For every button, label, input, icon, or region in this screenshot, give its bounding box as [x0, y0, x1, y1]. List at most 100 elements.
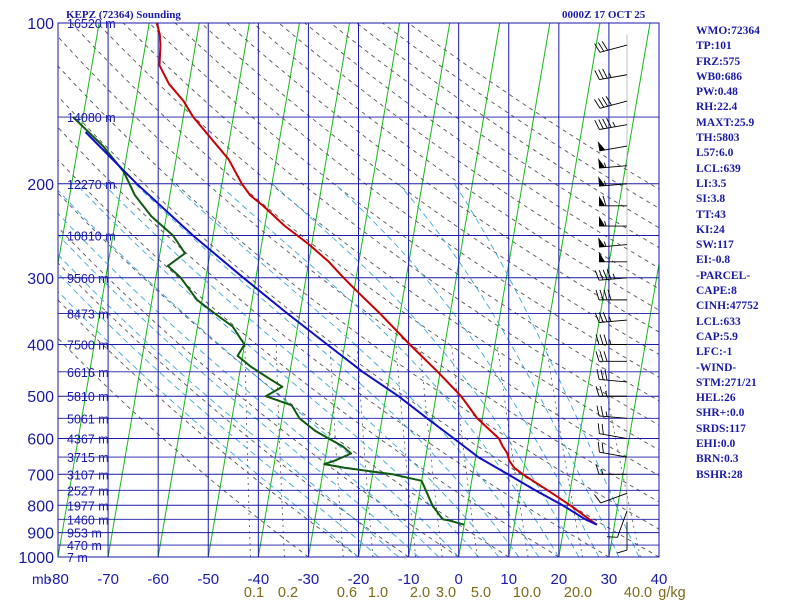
mixing-ratio-label: 20.0: [564, 585, 592, 600]
height-label: 4367 m: [67, 433, 109, 447]
isotherm: [307, 23, 401, 557]
moist-adiabat: [454, 183, 640, 557]
height-label: 10810 m: [67, 229, 116, 243]
barb-flag: [604, 369, 608, 381]
height-label: 7 m: [67, 551, 88, 565]
barb-half-flag: [603, 162, 607, 168]
barb-flag: [596, 369, 600, 380]
parcel-line: [84, 131, 598, 526]
isotherm: [257, 23, 351, 557]
wind-barb: [594, 68, 628, 81]
isotherm: [58, 23, 150, 557]
barb-half-flag: [604, 220, 607, 227]
barb-half-flag: [608, 316, 612, 322]
stat-line: MAXT:25.9: [696, 116, 755, 129]
barb-flag: [602, 195, 607, 206]
wind-barb: [616, 522, 628, 554]
height-label: 1460 m: [67, 513, 109, 527]
barb-staff: [599, 277, 628, 281]
pressure-tick-label: 700: [27, 467, 54, 484]
wind-barb: [599, 251, 627, 263]
pressure-tick-label: 500: [27, 389, 54, 406]
temperature-tick-label: -20: [348, 571, 370, 588]
barb-flag: [602, 311, 608, 322]
barb-flag: [600, 405, 604, 417]
temperature-tick-label: 10: [500, 571, 517, 588]
temperature-tick-label: -60: [147, 571, 169, 588]
barb-flag: [602, 118, 608, 129]
stat-line: EI:-0.8: [696, 254, 731, 267]
barb-flag: [595, 289, 600, 301]
height-label: 8473 m: [67, 308, 109, 322]
wind-barb: [597, 441, 628, 458]
wind-barb: [594, 269, 628, 281]
station-title: KEPZ (72364) Sounding: [66, 9, 181, 21]
wind-barb: [595, 386, 627, 397]
barb-flag: [606, 117, 612, 128]
barb-flag: [603, 289, 608, 301]
stat-line: TT:43: [696, 208, 726, 221]
barb-flag: [601, 41, 609, 51]
height-label: 16520 m: [67, 17, 116, 31]
barb-half-flag: [609, 339, 612, 345]
temperature-tick-label: -70: [97, 571, 119, 588]
barb-flag: [602, 269, 608, 280]
mixing-ratio-line: [244, 344, 251, 557]
isotherm: [358, 23, 451, 557]
barb-flag: [607, 289, 612, 301]
barb-pennant: [598, 158, 606, 169]
isotherm: [58, 23, 100, 267]
stat-line: WMO:72364: [696, 25, 760, 37]
mixing-ratio-line: [329, 344, 344, 557]
mixing-ratio-label: 1.0: [368, 585, 388, 600]
stat-line: RH:22.4: [696, 101, 738, 114]
stat-line: HEL:26: [696, 392, 736, 405]
wind-barb: [595, 334, 627, 345]
barb-flag: [599, 351, 604, 362]
stat-line: TH:5803: [696, 132, 740, 145]
barb-staff: [599, 124, 628, 130]
barb-staff: [599, 244, 628, 248]
barb-staff: [599, 319, 628, 323]
wind-barb: [595, 351, 627, 362]
barb-pennant: [599, 251, 605, 262]
moist-adiabat: [58, 272, 379, 557]
barb-half-flag: [603, 180, 607, 186]
mixing-ratio-line: [419, 344, 443, 557]
barb-flag: [599, 334, 604, 345]
pressure-tick-label: 100: [27, 16, 54, 33]
pressure-tick-label: 200: [27, 177, 54, 194]
isotherm: [458, 23, 551, 557]
stat-line: EHI:0.0: [696, 438, 736, 451]
stat-line: TP:101: [696, 40, 732, 53]
barb-flag: [598, 69, 604, 80]
mixing-ratio-label: 40.0: [624, 585, 652, 600]
barb-flag: [596, 405, 600, 417]
barb-half-flag: [603, 241, 607, 247]
barb-flag: [602, 68, 608, 79]
barb-flag: [594, 494, 602, 504]
height-label: 12270 m: [67, 178, 116, 192]
isotherm: [608, 260, 659, 557]
stat-line: LFC:-1: [696, 346, 733, 359]
isotherm: [408, 23, 501, 557]
temperature-tick-label: 30: [601, 571, 618, 588]
pressure-tick-label: 300: [27, 271, 54, 288]
barb-flag: [597, 98, 605, 108]
moist-adiabat: [58, 290, 359, 557]
barb-flag: [594, 312, 600, 323]
barb-flag: [595, 351, 600, 362]
pressure-tick-label: 1000: [18, 550, 54, 567]
barb-staff: [599, 74, 628, 81]
mixing-ratio-label: 0.2: [278, 585, 298, 600]
barb-flag: [595, 386, 600, 397]
wind-barb: [598, 176, 628, 187]
wind-barb: [606, 510, 628, 538]
barb-flag: [594, 119, 600, 130]
wind-barb: [598, 237, 628, 248]
mixing-ratio-label: 10.0: [513, 585, 541, 600]
stat-line: STM:271/21: [696, 376, 757, 389]
mixing-ratio-line: [597, 344, 641, 557]
barb-flag: [606, 536, 618, 538]
